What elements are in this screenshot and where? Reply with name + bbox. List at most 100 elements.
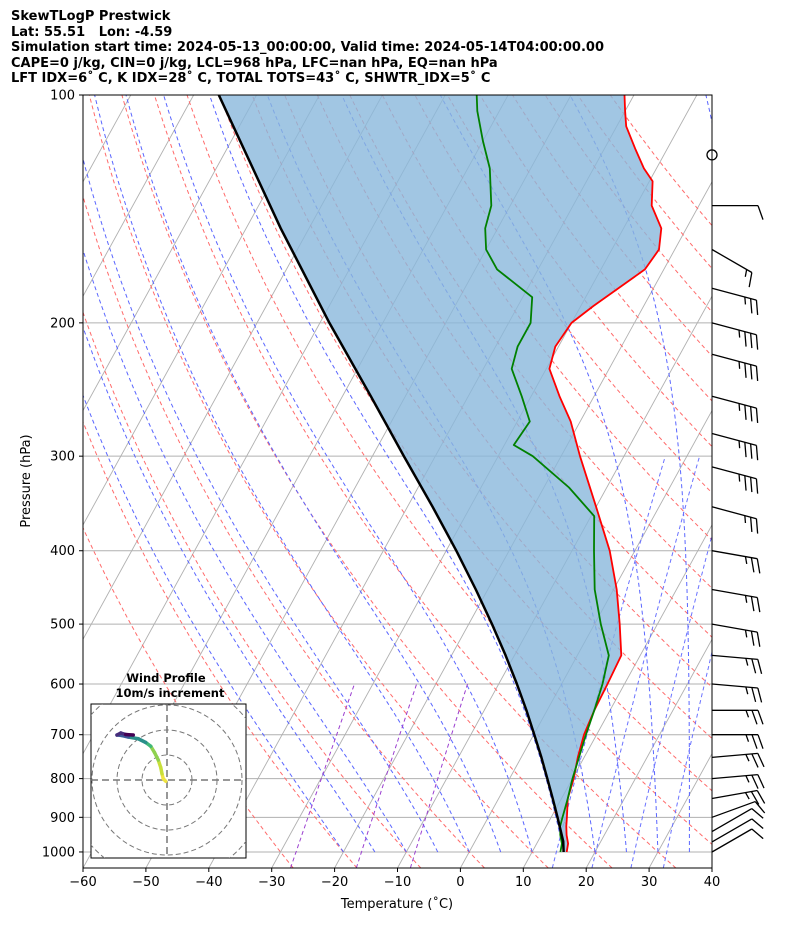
x-tick-label: −40 <box>195 875 222 890</box>
y-axis-label: Pressure (hPa) <box>19 434 34 527</box>
barb-shaft <box>711 818 753 843</box>
barb-shaft-group <box>711 287 759 315</box>
barb-full <box>757 710 764 725</box>
barb-full <box>755 366 759 381</box>
wind-barb <box>711 800 766 818</box>
barb-shaft <box>711 808 753 833</box>
barb-shaft-group <box>712 709 764 725</box>
y-tick-label: 100 <box>50 89 75 104</box>
barb-shaft-group <box>711 550 761 574</box>
moist-adiabat-line <box>94 95 470 853</box>
x-tick-label: 0 <box>456 875 464 890</box>
barb-full <box>755 478 759 494</box>
barb-shaft <box>711 623 758 633</box>
isotherm-line <box>0 95 5 868</box>
barb-full <box>757 774 765 789</box>
wind-barb <box>711 828 764 853</box>
dry-adiabat-line <box>88 95 549 868</box>
wind-barb <box>711 683 763 703</box>
barb-shaft-group <box>712 734 764 749</box>
x-tick-label: −20 <box>321 875 348 890</box>
barb-shaft <box>711 800 756 818</box>
barb-shaft-group <box>711 432 759 461</box>
inset-subtitle: 10m/s increment <box>116 686 225 700</box>
barb-full <box>751 808 764 819</box>
mixing-ratio-line <box>662 650 712 868</box>
barb-full <box>751 658 757 674</box>
barb-full <box>750 791 760 805</box>
barb-shaft-group <box>711 248 753 288</box>
wind-barb <box>711 550 761 574</box>
axes: −60 −50 −40 −30 −20 −10 0 10 20 30 40 1000 900 800 700… <box>42 89 720 891</box>
dry-adiabat-line <box>186 95 712 846</box>
moist-adiabat-line <box>125 95 502 853</box>
wind-barb <box>711 818 764 843</box>
wind-barb <box>711 466 759 494</box>
moist-adiabat-line <box>705 95 712 125</box>
barb-full <box>749 333 753 349</box>
barb-shaft-group <box>711 800 766 818</box>
barb-shaft-group <box>711 808 764 833</box>
moist-adiabat-line <box>439 95 659 852</box>
barb-full <box>754 801 766 814</box>
barb-shaft <box>711 432 757 447</box>
barb-shaft-group <box>712 204 764 220</box>
wind-barb <box>711 623 761 647</box>
barb-full <box>751 734 758 749</box>
profile-lines <box>217 95 663 853</box>
wind-barb <box>711 506 759 534</box>
chart-title: SkewTLogP Prestwick <box>11 9 171 24</box>
dry-adiabat-line <box>381 95 712 541</box>
wind-barb <box>711 808 764 833</box>
isotherm-line <box>83 95 257 412</box>
mixing-ratio-line <box>630 533 712 868</box>
isotherm-line <box>83 95 195 298</box>
barb-full <box>751 753 759 768</box>
wind-barb <box>711 322 759 350</box>
barb-shaft <box>711 683 758 689</box>
barb-full <box>744 442 747 458</box>
wind-barb <box>711 773 765 789</box>
isotherm-line <box>711 867 712 868</box>
barb-half <box>745 775 750 783</box>
isotherm-line <box>648 752 712 868</box>
barb-full <box>755 408 759 423</box>
barb-half <box>744 296 747 305</box>
x-tick-label: 20 <box>578 875 595 890</box>
hodograph-segment <box>124 732 135 737</box>
barb-half <box>745 658 749 666</box>
barb-shaft <box>711 654 758 661</box>
x-tick-label: 30 <box>641 875 658 890</box>
x-tick-label: −10 <box>384 875 411 890</box>
barb-shaft <box>711 752 758 759</box>
hodograph-inset <box>90 703 247 859</box>
dry-adiabat-line <box>414 95 712 494</box>
inset-frame <box>90 703 247 859</box>
indices-label-2: LFT IDX=6˚ C, K IDX=28˚ C, TOTAL TOTS=43… <box>11 71 491 86</box>
moist-adiabat-line <box>569 95 690 852</box>
barb-full <box>744 475 747 491</box>
x-tick-label: 40 <box>704 875 721 890</box>
dry-adiabat-line <box>83 420 358 868</box>
barb-full <box>757 753 765 768</box>
barb-shaft <box>711 789 758 800</box>
barb-full <box>756 631 761 647</box>
barb-full <box>755 518 759 534</box>
dry-adiabat-line <box>83 194 485 868</box>
barb-full <box>757 734 764 749</box>
barb-full <box>751 828 764 840</box>
y-tick-label: 200 <box>50 316 75 331</box>
barb-shaft-group <box>711 789 766 805</box>
barb-shaft <box>711 353 757 367</box>
barb-shaft-group <box>711 466 759 494</box>
barb-full <box>751 774 759 789</box>
chart-header: SkewTLogP Prestwick Lat: 55.51 Lon: -4.5… <box>11 9 604 87</box>
isotherm-line <box>397 295 712 868</box>
barb-shaft-group <box>711 623 761 647</box>
y-tick-label: 1000 <box>42 845 75 860</box>
wind-barb <box>712 734 764 749</box>
isotherm-line <box>83 95 320 526</box>
barb-shaft-group <box>711 395 759 423</box>
barb-full <box>757 687 763 703</box>
